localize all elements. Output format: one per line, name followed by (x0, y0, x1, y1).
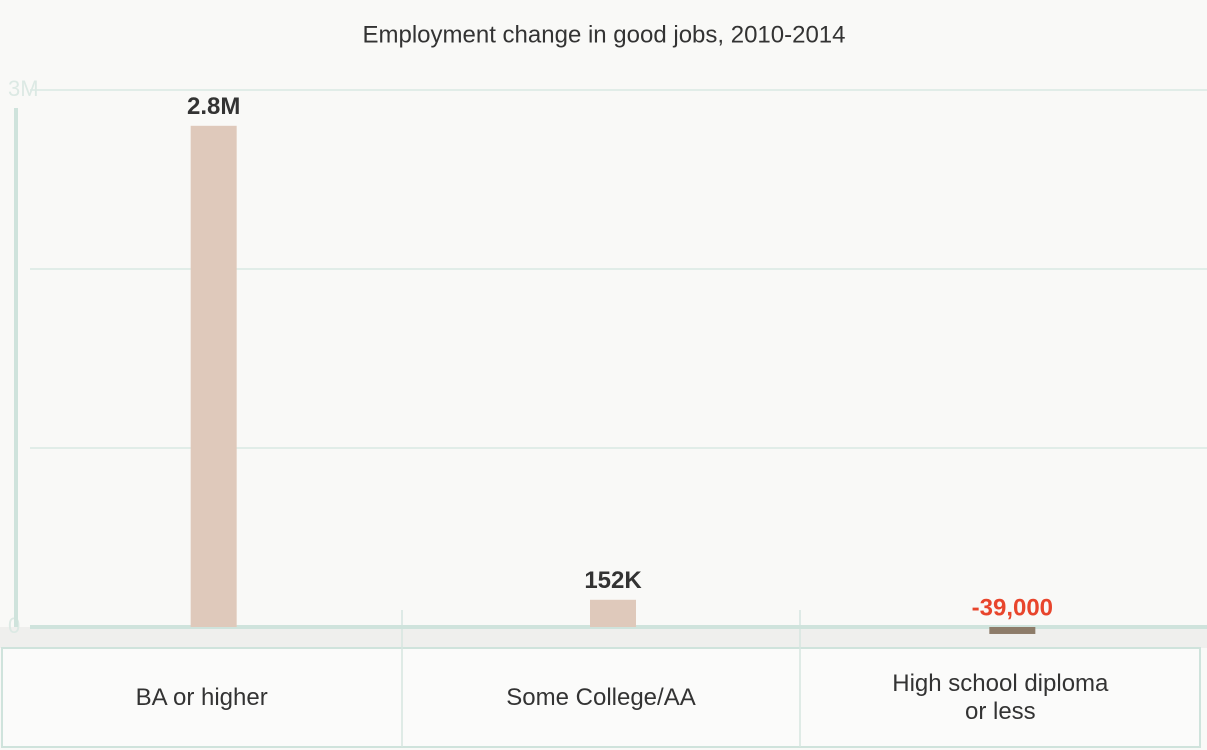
axis-strip (0, 627, 1207, 648)
value-label: 2.8M (187, 93, 240, 120)
bar (989, 627, 1036, 634)
bar (590, 599, 636, 627)
category-box (1, 647, 1201, 748)
x-tick-label: BA or higher (135, 684, 268, 711)
x-tick-label: High school diploma or less (892, 670, 1109, 725)
value-label: 152K (584, 567, 642, 594)
x-tick-label: Some College/AA (506, 684, 696, 711)
y-tick-label: 3M (8, 76, 39, 101)
value-label: -39,000 (972, 594, 1053, 621)
chart-title: Employment change in good jobs, 2010-201… (363, 21, 846, 48)
bar (190, 125, 237, 628)
